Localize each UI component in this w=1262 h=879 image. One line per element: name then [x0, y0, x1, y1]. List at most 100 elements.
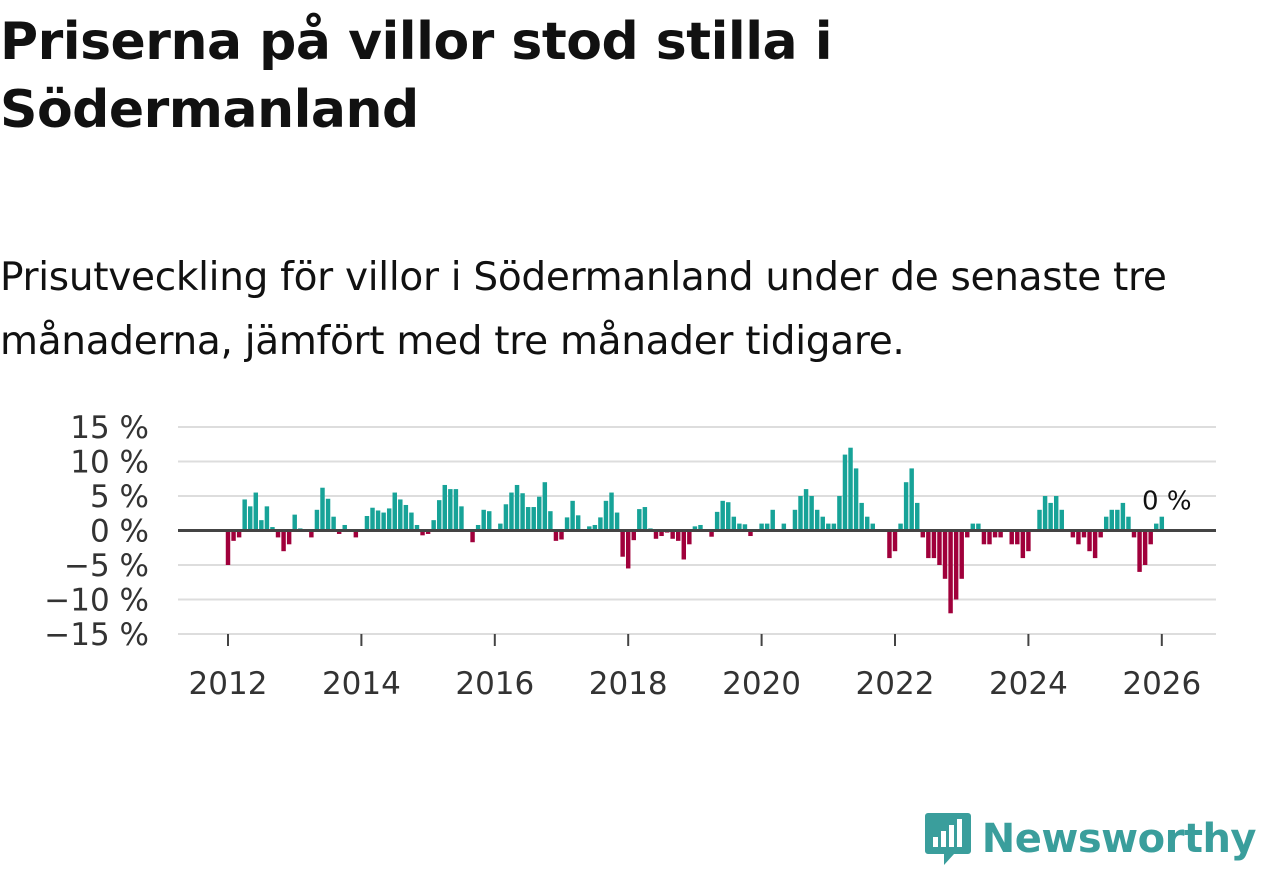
- x-tick-label: 2016: [455, 666, 534, 702]
- brand-name: Newsworthy: [981, 816, 1257, 862]
- bar-positive: [270, 527, 275, 531]
- bar-positive: [898, 523, 903, 531]
- bar-positive: [514, 484, 520, 531]
- bar-positive: [803, 489, 809, 531]
- bar-series: [225, 447, 1165, 614]
- bar-positive: [826, 523, 831, 531]
- bar-negative: [937, 530, 942, 565]
- bar-negative: [225, 530, 231, 565]
- bar-negative: [1148, 530, 1153, 545]
- bar-positive: [798, 496, 803, 531]
- bar-positive: [448, 489, 453, 531]
- bar-positive: [342, 524, 347, 531]
- bar-positive: [314, 509, 320, 531]
- bar-positive: [331, 516, 336, 531]
- bar-negative: [1137, 530, 1142, 572]
- bar-negative: [281, 530, 286, 552]
- bar-negative: [892, 530, 898, 552]
- bar-negative: [887, 530, 892, 559]
- bar-negative: [931, 530, 937, 559]
- bar-positive: [409, 512, 414, 531]
- bar-positive: [475, 524, 481, 531]
- bar-negative: [687, 530, 692, 545]
- bar-positive: [398, 499, 403, 531]
- bar-negative: [420, 530, 425, 536]
- bar-negative: [953, 530, 959, 600]
- bar-negative: [625, 530, 631, 569]
- bar-positive: [598, 517, 603, 531]
- chart-title: Priserna på villor stod stilla i Söderma…: [0, 12, 833, 140]
- bar-positive: [1037, 509, 1042, 531]
- bar-positive: [603, 500, 609, 531]
- bar-positive: [431, 520, 436, 531]
- bar-negative: [470, 530, 475, 543]
- bar-positive: [764, 523, 770, 531]
- bar-negative: [670, 530, 675, 539]
- newsworthy-logo-icon: [924, 813, 971, 865]
- bar-positive: [481, 509, 486, 531]
- bar-positive: [831, 523, 837, 531]
- bar-positive: [592, 524, 598, 531]
- bar-positive: [642, 507, 648, 531]
- bar-positive: [570, 500, 575, 531]
- bar-positive: [436, 500, 442, 531]
- bar-positive: [820, 516, 825, 531]
- bar-positive: [1154, 523, 1159, 531]
- bar-chart: 15 %10 %5 %0 %−5 %−10 %−15 % 2012 2014 201…: [44, 410, 1216, 702]
- bar-positive: [503, 504, 509, 531]
- bar-positive: [842, 454, 848, 531]
- chart-subtitle: Prisutveckling för villor i Södermanland…: [0, 255, 1167, 364]
- bar-positive: [848, 447, 853, 531]
- bar-negative: [286, 530, 292, 545]
- bar-positive: [792, 509, 798, 531]
- newsworthy-logo[interactable]: Newsworthy: [924, 811, 1257, 867]
- bar-negative: [926, 530, 931, 559]
- bar-negative: [1009, 530, 1014, 545]
- bar-positive: [370, 507, 375, 531]
- bar-positive: [903, 482, 909, 531]
- bar-negative: [992, 530, 998, 538]
- bar-negative: [309, 530, 314, 538]
- y-tick-label: 5 %: [90, 479, 149, 515]
- bar-positive: [509, 492, 514, 531]
- x-axis: 2012 2014 2016 2018 2020 2022 2024 2026: [189, 634, 1201, 702]
- bar-negative: [1087, 530, 1092, 552]
- bar-positive: [575, 515, 581, 531]
- bar-negative: [1092, 530, 1098, 559]
- bar-positive: [837, 496, 842, 531]
- bar-positive: [525, 507, 531, 531]
- bar-positive: [1126, 516, 1131, 531]
- bar-positive: [614, 512, 620, 531]
- bar-negative: [1026, 530, 1031, 552]
- bar-positive: [1048, 502, 1053, 531]
- bar-positive: [1120, 502, 1126, 531]
- bar-positive: [442, 484, 447, 531]
- bar-positive: [325, 498, 331, 531]
- bar-negative: [981, 530, 987, 545]
- bar-negative: [920, 530, 926, 538]
- bar-positive: [292, 514, 297, 531]
- bar-positive: [320, 487, 325, 531]
- bar-negative: [336, 530, 342, 534]
- bar-positive: [1042, 496, 1048, 531]
- bar-positive: [264, 506, 270, 531]
- gridlines: [178, 426, 1216, 635]
- bar-positive: [520, 493, 525, 531]
- bar-positive: [781, 523, 787, 531]
- bar-negative: [275, 530, 281, 538]
- bar-positive: [637, 509, 642, 531]
- bar-negative: [653, 530, 659, 539]
- bar-negative: [965, 530, 970, 538]
- bar-positive: [759, 523, 764, 531]
- bar-positive: [720, 500, 725, 531]
- bar-positive: [737, 523, 742, 531]
- y-tick-label: 10 %: [70, 445, 149, 481]
- bar-positive: [364, 516, 370, 531]
- bar-negative: [676, 530, 681, 541]
- bar-negative: [1015, 530, 1020, 545]
- bar-positive: [1109, 509, 1114, 531]
- bar-positive: [731, 516, 737, 531]
- bar-negative: [1070, 530, 1076, 538]
- bar-negative: [709, 530, 714, 537]
- bar-negative: [959, 530, 964, 579]
